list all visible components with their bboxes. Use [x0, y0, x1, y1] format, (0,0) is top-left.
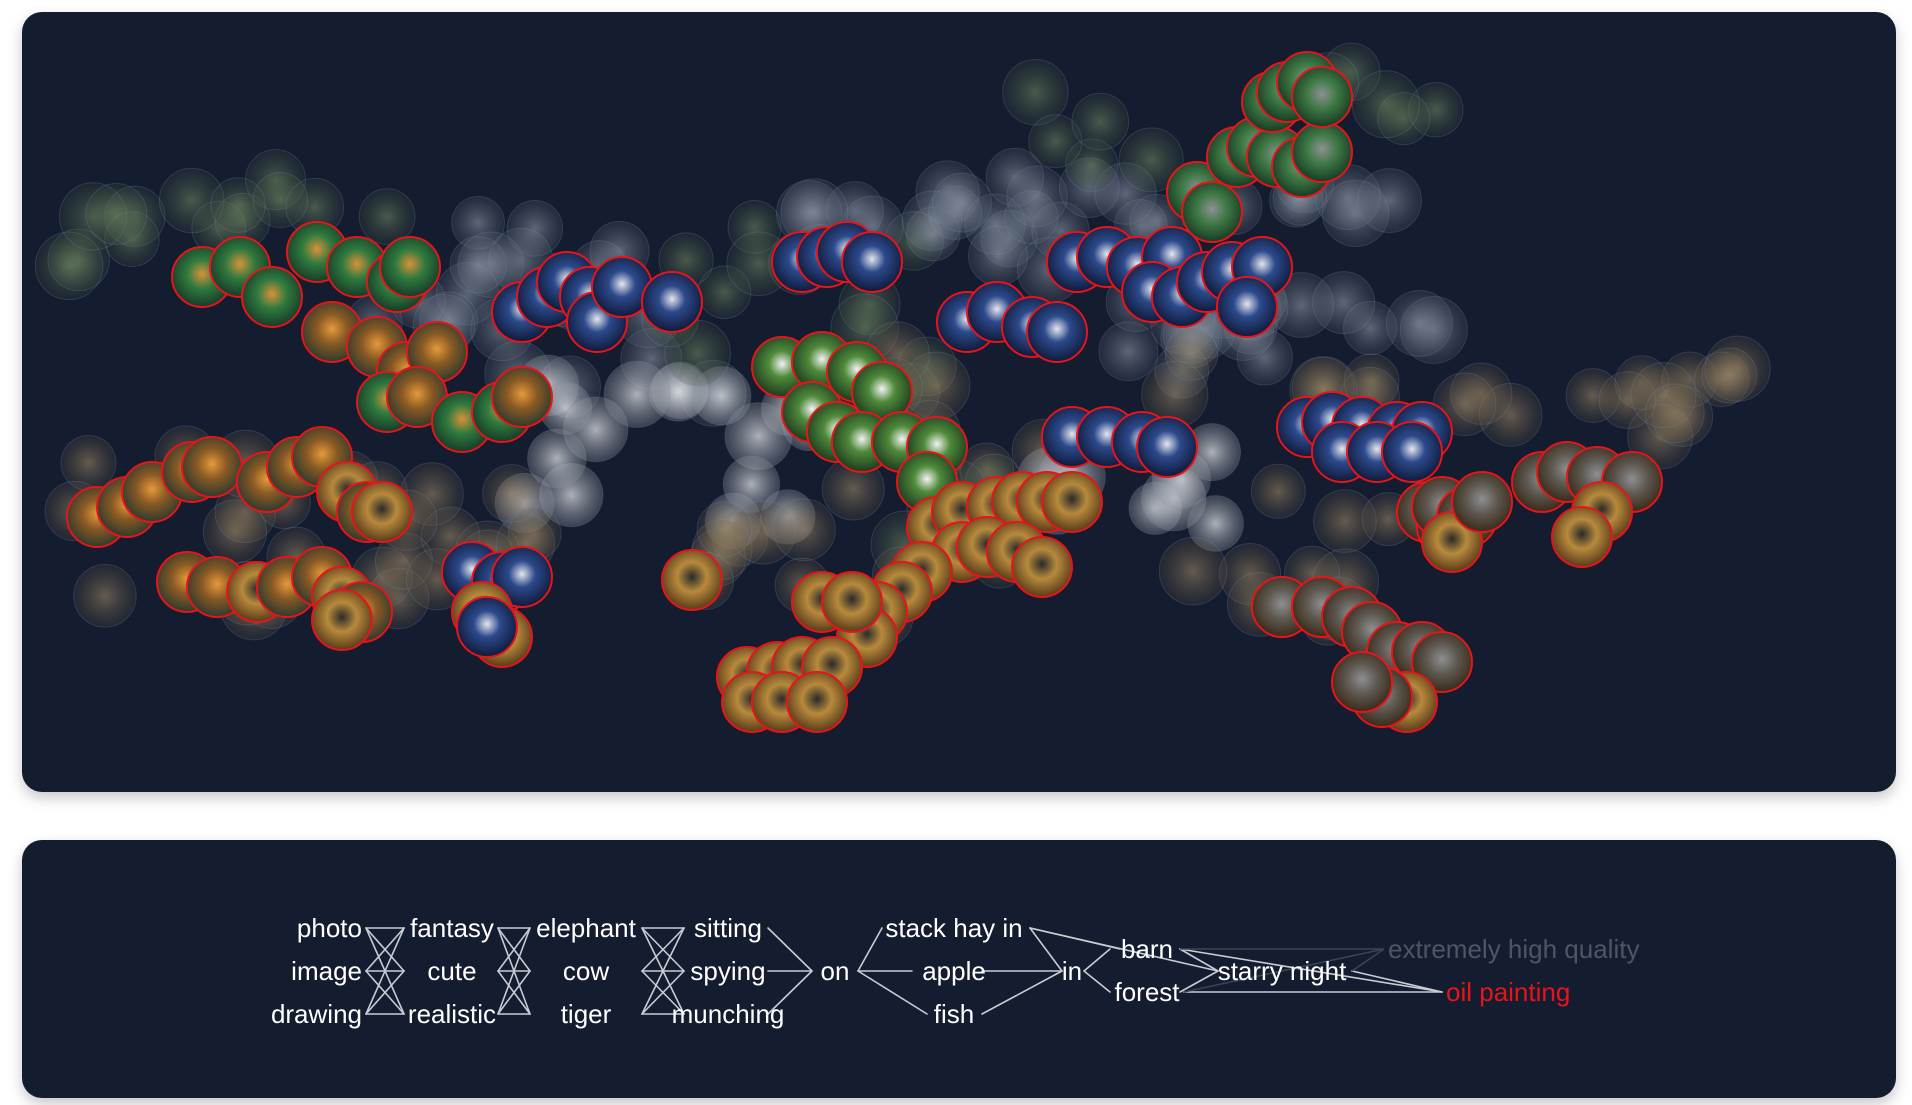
word-apple[interactable]: apple — [922, 956, 986, 986]
faded-thumbnail[interactable] — [1312, 271, 1376, 335]
highlighted-thumbnail[interactable] — [1041, 471, 1103, 533]
faded-thumbnail[interactable] — [696, 501, 753, 557]
highlighted-thumbnail[interactable] — [241, 266, 303, 328]
word-forest[interactable]: forest — [1114, 977, 1180, 1007]
faded-thumbnail[interactable] — [1701, 347, 1758, 404]
word-elephant[interactable]: elephant — [536, 913, 637, 943]
faded-thumbnail[interactable] — [1351, 70, 1420, 139]
faded-thumbnail[interactable] — [1158, 536, 1228, 606]
highlighted-thumbnail[interactable] — [661, 549, 723, 611]
highlighted-thumbnail[interactable] — [1551, 506, 1613, 568]
faded-thumbnail[interactable] — [1250, 463, 1306, 519]
faded-thumbnail[interactable] — [1071, 92, 1130, 151]
highlighted-thumbnail[interactable] — [1291, 66, 1353, 128]
highlighted-thumbnail[interactable] — [351, 481, 413, 543]
faded-thumbnail[interactable] — [482, 464, 541, 523]
highlighted-thumbnail[interactable] — [456, 596, 518, 658]
highlighted-thumbnail[interactable] — [1136, 416, 1198, 478]
highlighted-thumbnail[interactable] — [311, 589, 373, 651]
word-cow[interactable]: cow — [563, 956, 609, 986]
faded-thumbnail[interactable] — [1630, 362, 1697, 428]
highlighted-thumbnail[interactable] — [1026, 301, 1088, 363]
faded-thumbnail[interactable] — [527, 428, 587, 489]
prompt-graph: photo image drawing fantasy cute realist… — [271, 913, 1640, 1029]
word-stack-hay-in[interactable]: stack hay in — [885, 913, 1022, 943]
word-fantasy[interactable]: fantasy — [410, 913, 494, 943]
highlighted-thumbnail[interactable] — [379, 236, 441, 298]
faded-thumbnail[interactable] — [506, 200, 564, 257]
word-munching[interactable]: munching — [672, 999, 785, 1029]
image-embedding-map[interactable] — [22, 12, 1896, 792]
highlighted-thumbnail[interactable] — [1451, 471, 1513, 533]
faded-thumbnail[interactable] — [449, 236, 507, 294]
faded-thumbnail[interactable] — [932, 172, 992, 233]
faded-thumbnail[interactable] — [1385, 290, 1453, 357]
word-tiger[interactable]: tiger — [561, 999, 612, 1029]
highlighted-thumbnail[interactable] — [821, 571, 883, 633]
faded-thumbnail[interactable] — [210, 177, 266, 233]
highlighted-thumbnail[interactable] — [1411, 631, 1473, 693]
word-photo[interactable]: photo — [297, 913, 362, 943]
word-image[interactable]: image — [291, 956, 362, 986]
word-oil-painting-selected[interactable]: oil painting — [1446, 977, 1570, 1007]
faded-thumbnail[interactable] — [1565, 368, 1621, 423]
faded-thumbnail[interactable] — [1357, 168, 1422, 234]
highlighted-thumbnail[interactable] — [181, 436, 243, 498]
prompt-graph-panel: photo image drawing fantasy cute realist… — [22, 840, 1896, 1098]
highlighted-thumbnail[interactable] — [1216, 276, 1278, 338]
word-realistic[interactable]: realistic — [408, 999, 496, 1029]
dimmed-connector-lines — [1180, 948, 1385, 993]
faded-thumbnail[interactable] — [1118, 127, 1184, 193]
faded-thumbnail[interactable] — [73, 564, 137, 628]
highlighted-thumbnail[interactable] — [491, 366, 553, 428]
word-on[interactable]: on — [821, 956, 850, 986]
highlighted-thumbnail[interactable] — [841, 231, 903, 293]
highlighted-thumbnail[interactable] — [641, 271, 703, 333]
word-drawing[interactable]: drawing — [271, 999, 362, 1029]
image-map-panel — [22, 12, 1896, 792]
word-cute[interactable]: cute — [427, 956, 476, 986]
faded-thumbnail[interactable] — [1006, 165, 1068, 227]
faded-thumbnail[interactable] — [1313, 489, 1377, 553]
highlighted-thumbnail-layer — [66, 51, 1663, 733]
faded-thumbnail[interactable] — [773, 498, 836, 562]
word-starry-night[interactable]: starry night — [1218, 956, 1347, 986]
faded-thumbnail[interactable] — [603, 360, 671, 428]
highlighted-thumbnail[interactable] — [1331, 651, 1393, 713]
faded-thumbnail[interactable] — [85, 183, 148, 245]
word-in[interactable]: in — [1062, 956, 1082, 986]
highlighted-thumbnail[interactable] — [1381, 421, 1443, 483]
word-spying[interactable]: spying — [690, 956, 765, 986]
highlighted-thumbnail[interactable] — [491, 546, 553, 608]
faded-thumbnail[interactable] — [358, 188, 416, 245]
word-barn[interactable]: barn — [1121, 934, 1173, 964]
word-fish[interactable]: fish — [934, 999, 974, 1029]
prompt-connector-lines — [365, 927, 1443, 1015]
highlighted-thumbnail[interactable] — [786, 671, 848, 733]
highlighted-thumbnail[interactable] — [1181, 181, 1243, 243]
word-extremely-high-quality[interactable]: extremely high quality — [1388, 934, 1639, 964]
word-sitting[interactable]: sitting — [694, 913, 762, 943]
highlighted-thumbnail[interactable] — [1291, 121, 1353, 183]
highlighted-thumbnail[interactable] — [1011, 536, 1073, 598]
